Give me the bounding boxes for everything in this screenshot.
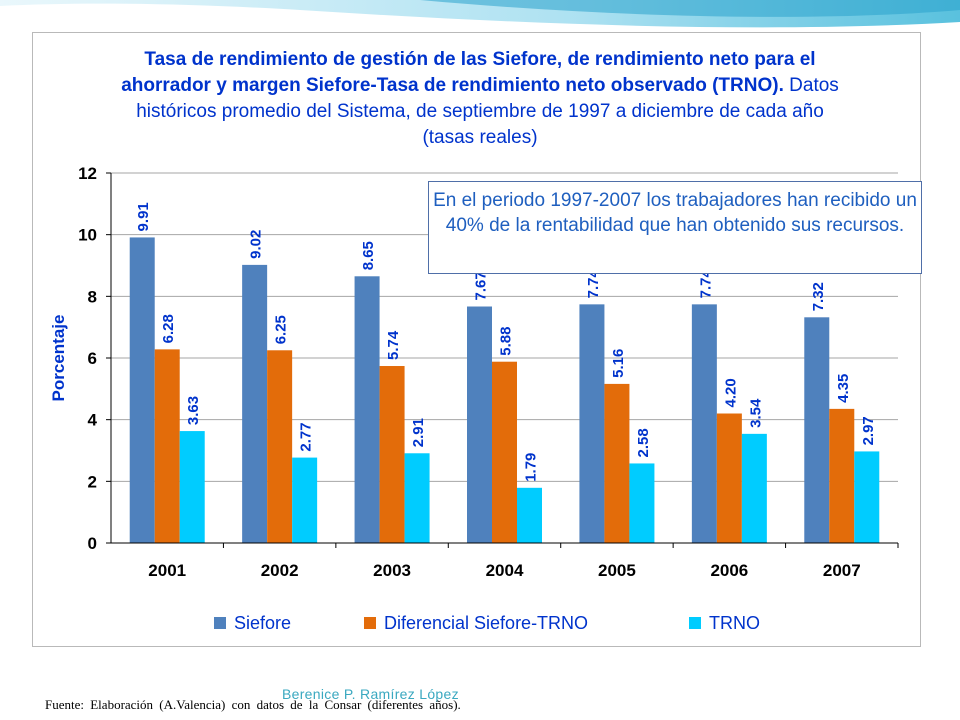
bar-diferencial-siefore-trno-2001 — [154, 349, 180, 543]
bar-trno-2003 — [404, 453, 430, 543]
y-tick-label: 10 — [78, 226, 97, 245]
bar-trno-2007 — [854, 451, 880, 543]
data-label: 4.20 — [722, 378, 739, 407]
data-label: 2.91 — [410, 418, 427, 447]
data-label: 7.32 — [810, 282, 827, 311]
x-tick-label: 2005 — [598, 561, 636, 580]
author-name: Berenice P. Ramírez López — [282, 686, 459, 702]
bar-trno-2004 — [517, 487, 542, 543]
data-label: 7.67 — [473, 271, 490, 300]
legend-swatch-diferencial-siefore-trno — [364, 617, 376, 629]
chart-title-regular: Datos históricos promedio del Sistema, d… — [136, 75, 839, 148]
data-label: 3.54 — [747, 398, 764, 428]
x-tick-label: 2003 — [373, 561, 411, 580]
data-label: 4.35 — [835, 374, 852, 403]
data-label: 6.25 — [273, 315, 290, 344]
legend-swatch-trno — [689, 617, 701, 629]
data-label: 5.88 — [498, 326, 515, 355]
bar-trno-2006 — [741, 433, 767, 543]
bar-siefore-2004 — [467, 306, 492, 543]
bar-trno-2001 — [179, 431, 205, 543]
data-label: 2.58 — [635, 428, 652, 457]
data-label: 9.91 — [135, 202, 152, 231]
bar-trno-2005 — [629, 463, 655, 543]
header-wave-decoration — [0, 0, 960, 28]
bar-diferencial-siefore-trno-2005 — [604, 383, 630, 543]
x-tick-label: 2004 — [486, 561, 524, 580]
bar-trno-2002 — [292, 457, 318, 543]
bar-diferencial-siefore-trno-2004 — [492, 361, 517, 543]
y-tick-label: 6 — [88, 349, 97, 368]
bar-siefore-2005 — [579, 304, 605, 543]
bar-siefore-2006 — [691, 304, 717, 543]
data-label: 1.79 — [523, 453, 540, 482]
y-tick-label: 0 — [88, 534, 97, 553]
data-label: 9.02 — [248, 230, 265, 259]
bar-diferencial-siefore-trno-2007 — [829, 408, 855, 543]
chart-title-bold: Tasa de rendimiento de gestión de las Si… — [121, 49, 816, 96]
bar-diferencial-siefore-trno-2003 — [379, 366, 405, 543]
x-tick-label: 2002 — [261, 561, 299, 580]
bar-diferencial-siefore-trno-2006 — [716, 413, 742, 543]
data-label: 2.97 — [860, 416, 877, 445]
data-label: 2.77 — [298, 422, 315, 451]
x-tick-label: 2007 — [823, 561, 861, 580]
bar-diferencial-siefore-trno-2002 — [267, 350, 293, 543]
y-tick-label: 4 — [88, 411, 98, 430]
data-label: 8.65 — [360, 241, 377, 270]
data-label: 6.28 — [160, 314, 177, 343]
annotation-note: En el periodo 1997-2007 los trabajadores… — [428, 181, 922, 274]
bar-siefore-2002 — [242, 264, 268, 543]
y-axis-title: Porcentaje — [49, 315, 68, 402]
data-label: 7.74 — [697, 268, 714, 298]
legend-label: Siefore — [234, 613, 291, 633]
data-label: 5.16 — [610, 349, 627, 378]
x-tick-label: 2001 — [148, 561, 186, 580]
legend-label: TRNO — [709, 613, 760, 633]
y-tick-label: 8 — [88, 287, 97, 306]
bar-siefore-2001 — [129, 237, 155, 544]
legend-label: Diferencial Siefore-TRNO — [384, 613, 588, 633]
data-label: 3.63 — [185, 396, 202, 425]
y-tick-label: 12 — [78, 164, 97, 183]
y-tick-label: 2 — [88, 472, 97, 491]
source-note: Fuente: Elaboración (A.Valencia) con dat… — [45, 697, 461, 712]
bar-siefore-2007 — [804, 317, 830, 543]
data-label: 5.74 — [385, 330, 402, 360]
chart-title: Tasa de rendimiento de gestión de las Si… — [120, 47, 840, 151]
legend-swatch-siefore — [214, 617, 226, 629]
data-label: 7.74 — [585, 268, 602, 298]
bar-siefore-2003 — [354, 276, 380, 543]
x-tick-label: 2006 — [710, 561, 748, 580]
